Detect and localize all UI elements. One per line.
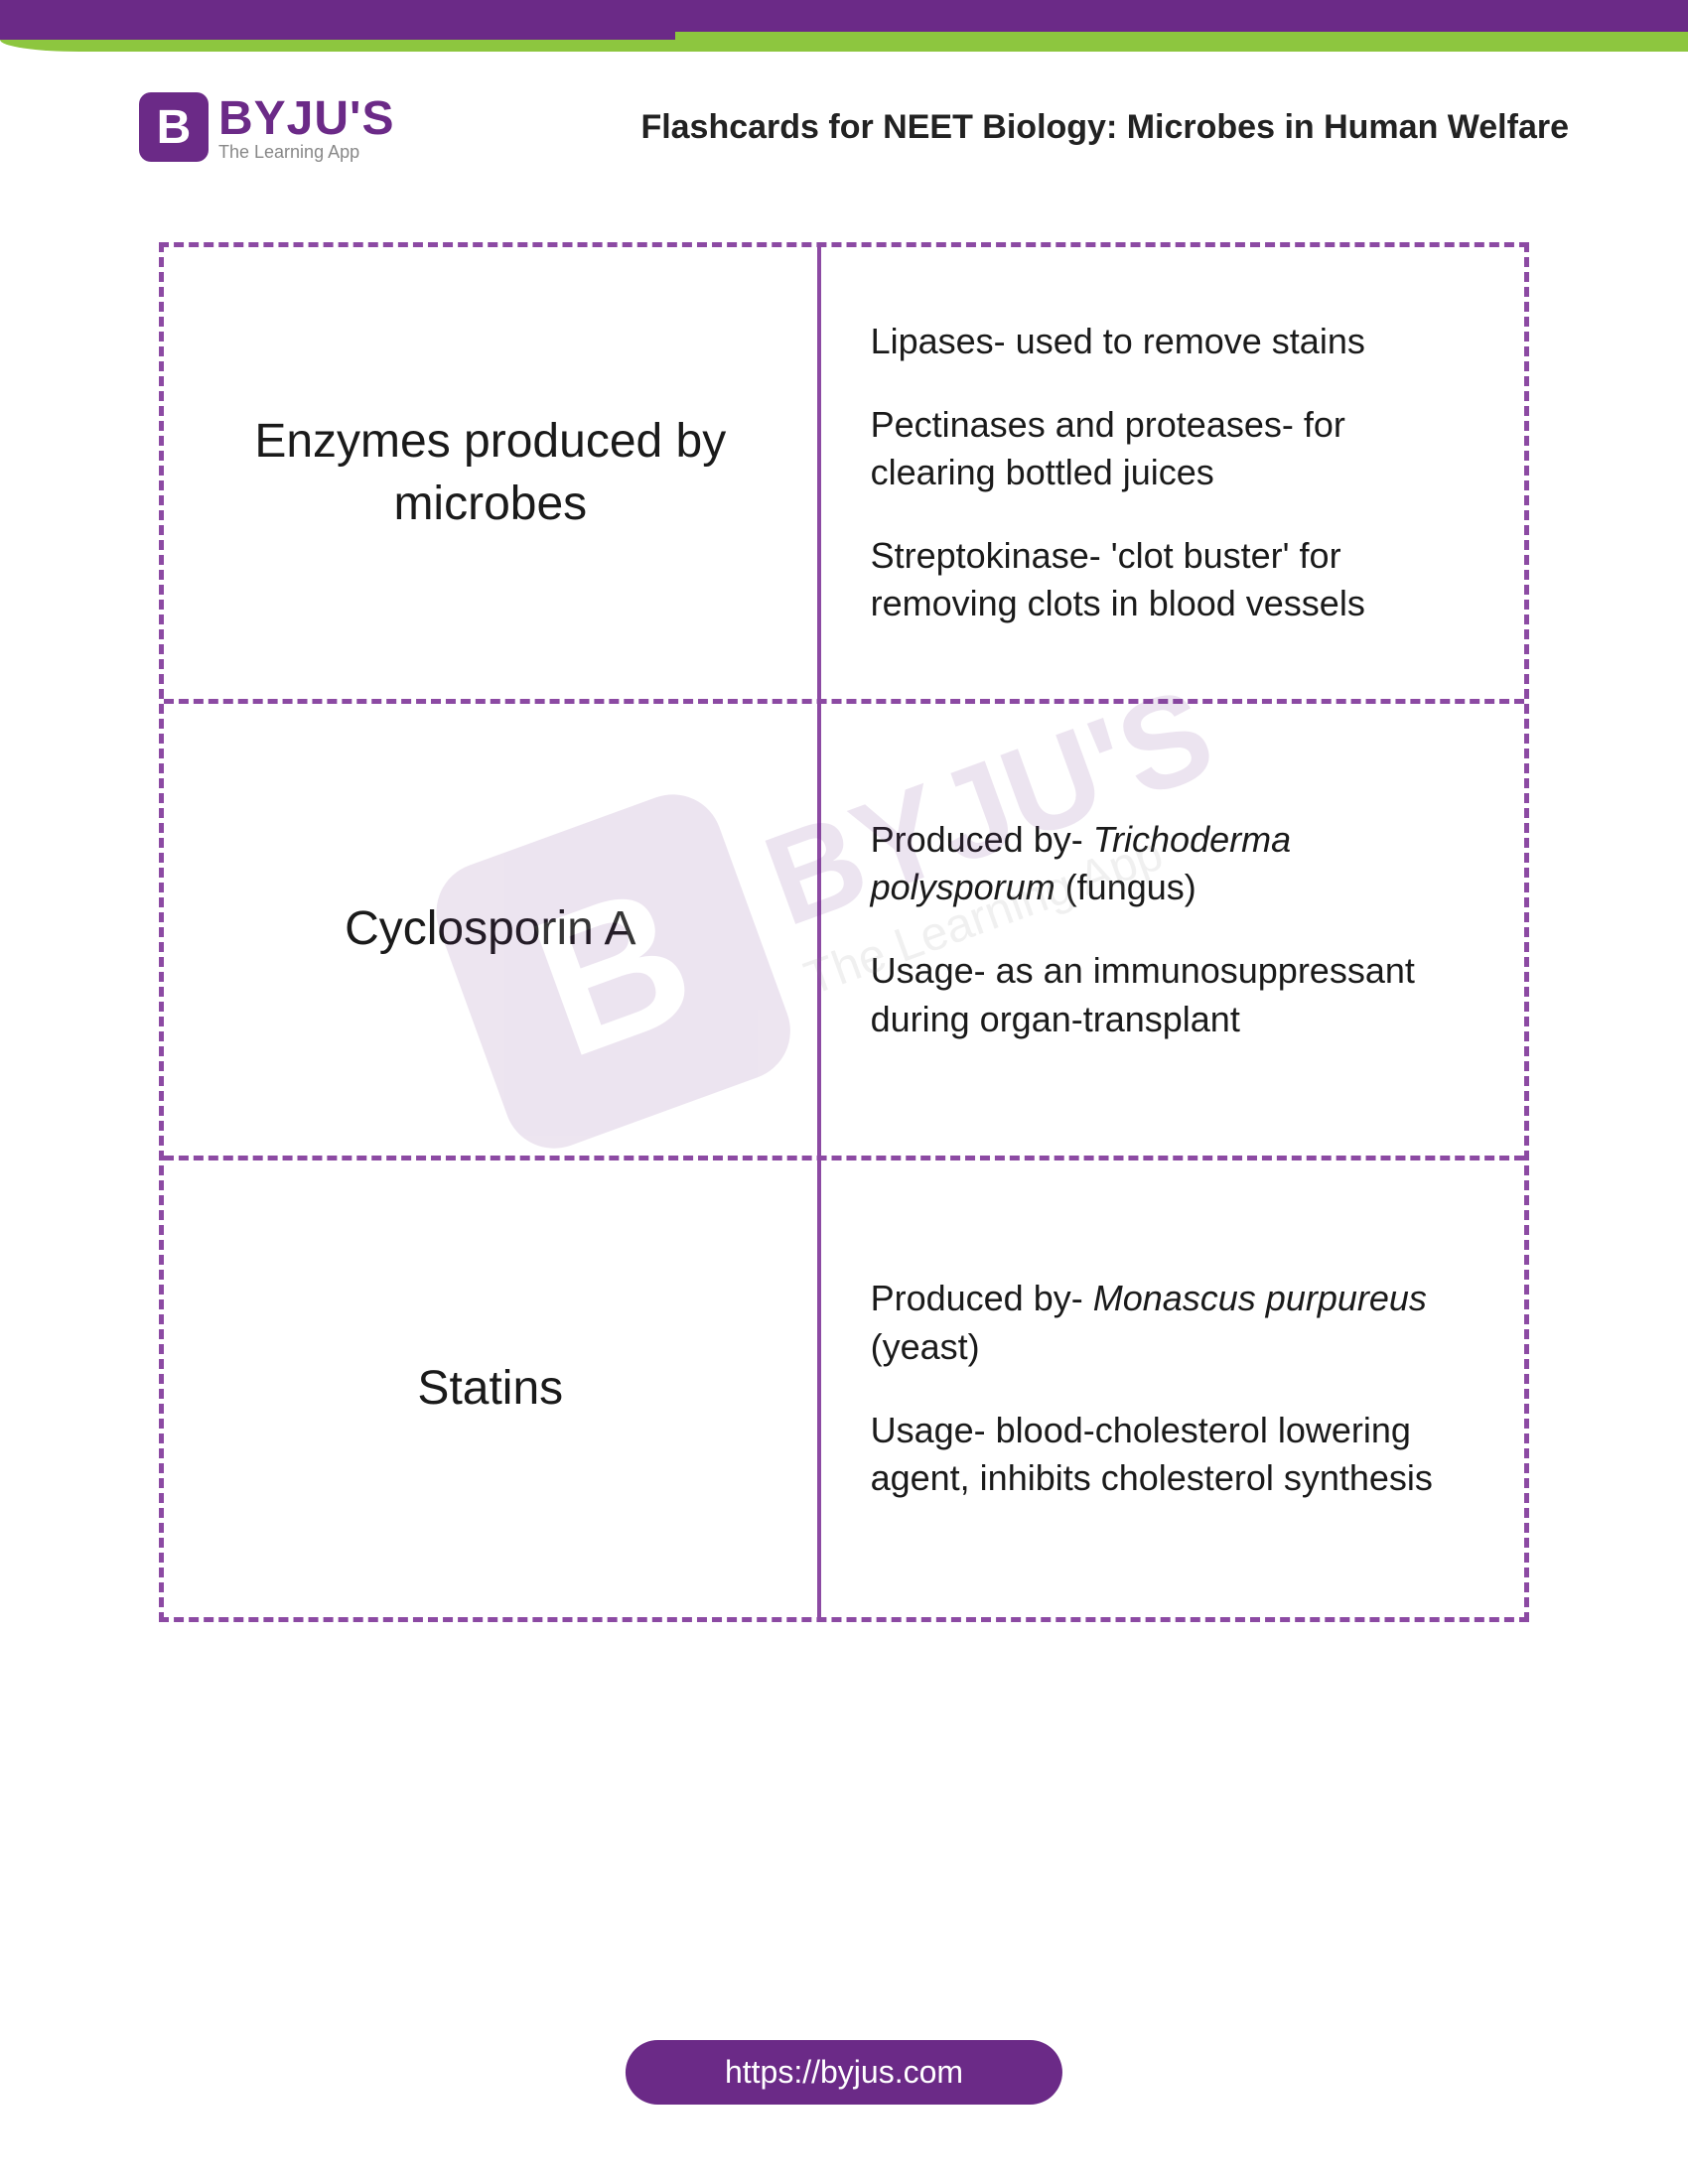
flashcard-term: Statins <box>164 1160 817 1617</box>
page-title: Flashcards for NEET Biology: Microbes in… <box>640 108 1569 147</box>
header: B BYJU'S The Learning App Flashcards for… <box>0 52 1688 183</box>
flashcard-term: Enzymes produced by microbes <box>164 247 817 699</box>
definition-point: Lipases- used to remove stains <box>871 318 1475 366</box>
flashcard-definition: Produced by- Monascus purpureus (yeast) … <box>817 1160 1524 1617</box>
definition-point: Pectinases and proteases- for clearing b… <box>871 401 1475 497</box>
green-accent-bar <box>0 40 1688 52</box>
flashcard-term: Cyclosporin A <box>164 704 817 1156</box>
brand-tagline: The Learning App <box>218 142 394 163</box>
brand-name: BYJU'S <box>218 91 394 146</box>
flashcard-row: Statins Produced by- Monascus purpureus … <box>164 1160 1524 1617</box>
definition-point: Produced by- Monascus purpureus (yeast) <box>871 1275 1475 1371</box>
definition-point: Usage- blood-cholesterol lowering agent,… <box>871 1407 1475 1503</box>
brand-logo-text: BYJU'S The Learning App <box>218 91 394 163</box>
footer-url: https://byjus.com <box>626 2040 1062 2105</box>
brand-logo: B BYJU'S The Learning App <box>139 91 394 163</box>
flashcard-definition: Lipases- used to remove stains Pectinase… <box>817 247 1524 699</box>
brand-logo-icon: B <box>139 92 209 162</box>
flashcard-grid: Enzymes produced by microbes Lipases- us… <box>159 242 1529 1622</box>
content-area: B BYJU'S The Learning App Enzymes produc… <box>0 183 1688 1622</box>
definition-point: Usage- as an immunosuppressant during or… <box>871 947 1475 1043</box>
definition-point: Produced by- Trichoderma polysporum (fun… <box>871 816 1475 912</box>
flashcard-row: Enzymes produced by microbes Lipases- us… <box>164 247 1524 704</box>
flashcard-row: Cyclosporin A Produced by- Trichoderma p… <box>164 704 1524 1160</box>
definition-point: Streptokinase- 'clot buster' for removin… <box>871 532 1475 628</box>
flashcard-definition: Produced by- Trichoderma polysporum (fun… <box>817 704 1524 1156</box>
